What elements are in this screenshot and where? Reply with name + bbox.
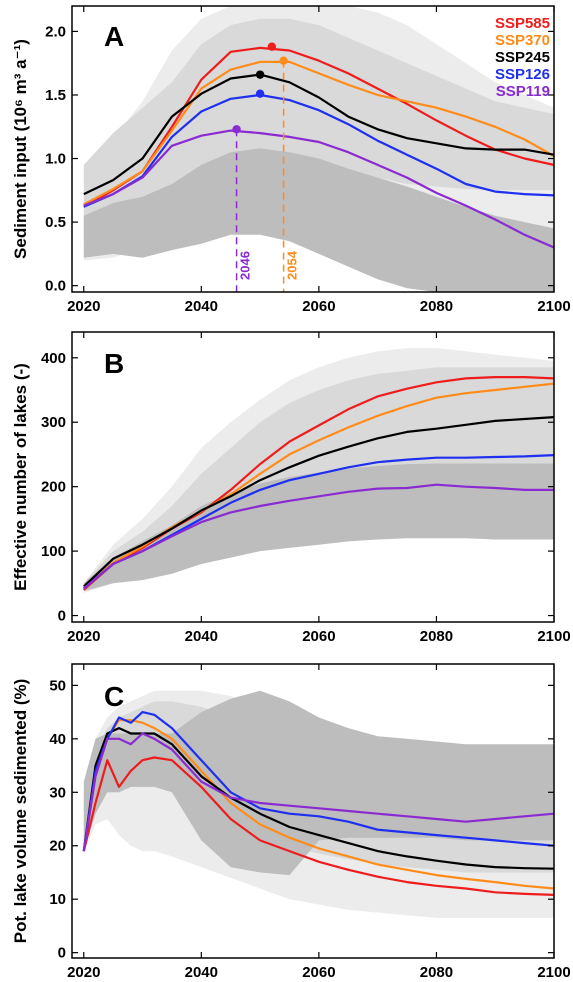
band-mid	[83, 18, 554, 242]
y-tick-label: 20	[49, 838, 66, 855]
series-line-ssp245	[83, 73, 554, 196]
band-dark	[83, 690, 554, 876]
panel-b-effective-lakes: 2020 2040 2060 2080 2100 0 100 200 300 400 B Effe…	[11, 331, 571, 645]
legend-entry-ssp585: SSP585	[495, 15, 550, 32]
y-tick-label: 2.0	[45, 23, 66, 40]
series-lines	[83, 376, 554, 591]
x-tick-label: 2100	[537, 964, 570, 981]
y-tick-label: 0	[58, 608, 66, 625]
uncertainty-bands	[83, 690, 554, 918]
y-tick-label: 200	[41, 479, 66, 496]
x-tick-label: 2060	[302, 964, 335, 981]
y-tick-label: 50	[49, 677, 66, 694]
x-tick-label: 2080	[420, 964, 453, 981]
peak-year-label: 2046	[238, 251, 253, 280]
legend-entry-ssp126: SSP126	[495, 66, 550, 83]
series-lines	[83, 46, 554, 249]
x-tick-label: 2020	[67, 298, 100, 315]
x-tick-label: 2020	[67, 964, 100, 981]
series-line-ssp585	[82, 756, 554, 896]
series-line-ssp119	[83, 129, 554, 249]
uncertainty-bands	[83, 348, 554, 593]
panel-a-sediment-input: 2046 2054 2020 2040 2060 2080 2100 0.0 0.5 1.0 1.…	[11, 5, 571, 315]
uncertainty-bands	[83, 6, 554, 292]
x-tick-label: 2080	[420, 298, 453, 315]
y-tick-label: 0	[58, 945, 66, 962]
panel-letter: B	[104, 348, 124, 379]
peak-marker-ssp370	[279, 56, 288, 65]
legend-entry-ssp245: SSP245	[495, 49, 550, 66]
axis-ticks: 2020 2040 2060 2080 2100 0.0 0.5 1.0 1.5 2.0	[45, 6, 571, 315]
x-tick-label: 2080	[420, 628, 453, 645]
series-line-ssp245	[82, 726, 554, 870]
y-tick-label: 100	[41, 543, 66, 560]
y-tick-label: 40	[49, 731, 66, 748]
panel-letter: C	[104, 681, 124, 712]
legend-entry-ssp119: SSP119	[496, 83, 550, 100]
series-line-ssp126	[82, 710, 554, 852]
series-line-ssp126	[83, 93, 554, 208]
y-axis-label: Effective number of lakes (-)	[11, 363, 30, 591]
panel-c-volume-sedimented: 2020 2040 2060 2080 2100 0 10 20 30 40 50 C Pot. l…	[11, 663, 571, 981]
x-tick-label: 2060	[302, 628, 335, 645]
legend-entry-ssp370: SSP370	[495, 32, 550, 49]
y-tick-label: 1.5	[45, 87, 66, 104]
x-tick-label: 2020	[67, 628, 100, 645]
y-tick-label: 0.5	[45, 214, 66, 231]
panel-letter: A	[104, 21, 124, 52]
peak-marker-ssp585	[267, 42, 277, 51]
y-tick-label: 400	[41, 350, 66, 367]
y-tick-label: 30	[49, 784, 66, 801]
y-axis-label: Pot. lake volume sedimented (%)	[11, 679, 30, 944]
axis-ticks: 2020 2040 2060 2080 2100 0 10 20 30 40 50	[49, 664, 571, 981]
band-dark	[83, 463, 554, 592]
y-tick-label: 10	[49, 891, 66, 908]
series-line-ssp119	[82, 732, 554, 852]
x-tick-label: 2100	[537, 628, 570, 645]
peak-marker-ssp119	[232, 125, 241, 134]
peak-markers: 2046 2054	[232, 42, 300, 292]
x-tick-label: 2060	[302, 298, 335, 315]
y-tick-label: 300	[41, 414, 66, 431]
plot-frame	[71, 663, 555, 959]
x-tick-label: 2100	[537, 298, 570, 315]
series-line-ssp245	[83, 416, 554, 588]
axis-ticks: 2020 2040 2060 2080 2100 0 100 200 300 400	[41, 332, 571, 645]
y-tick-label: 0.0	[45, 278, 66, 295]
plot-frame	[71, 331, 555, 623]
x-tick-label: 2040	[185, 628, 218, 645]
y-axis-label: Sediment input (10⁶ m³ a⁻¹)	[11, 39, 30, 259]
series-line-ssp370	[83, 60, 554, 206]
series-line-ssp585	[83, 46, 554, 208]
plot-frame	[71, 5, 555, 293]
series-lines	[82, 710, 554, 896]
band-dark	[83, 148, 554, 292]
series-line-ssp119	[83, 483, 554, 590]
y-tick-label: 1.0	[45, 151, 66, 168]
x-tick-label: 2040	[185, 964, 218, 981]
peak-marker-ssp126	[255, 89, 265, 98]
peak-marker-ssp245	[255, 70, 265, 79]
peak-year-label: 2054	[285, 250, 300, 280]
x-tick-label: 2040	[185, 298, 218, 315]
